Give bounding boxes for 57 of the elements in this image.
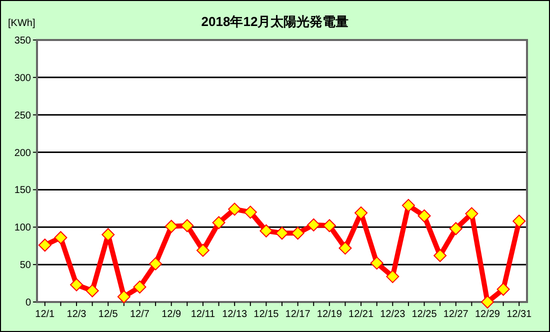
y-tick-label: 350 bbox=[14, 36, 32, 46]
x-tick-label: 12/15 bbox=[254, 309, 280, 320]
y-tick-label: 50 bbox=[20, 260, 32, 272]
point bbox=[54, 231, 68, 244]
point bbox=[228, 202, 242, 216]
chart-title: 2018年12月太陽光発電量 bbox=[201, 14, 349, 29]
point bbox=[276, 226, 288, 240]
x-tick-label: 12/27 bbox=[443, 309, 469, 320]
point bbox=[291, 226, 304, 240]
x-tick-label: 12/23 bbox=[380, 309, 406, 320]
point bbox=[149, 257, 162, 270]
point bbox=[196, 244, 210, 257]
point bbox=[512, 214, 526, 228]
point bbox=[133, 280, 146, 294]
point bbox=[164, 220, 178, 233]
x-tick-label: 12/21 bbox=[348, 309, 374, 320]
x-tick-label: 12/3 bbox=[66, 309, 87, 320]
x-tick-label: 12/19 bbox=[316, 309, 342, 320]
y-tick-label: 250 bbox=[14, 110, 32, 122]
x-tick-label: 12/7 bbox=[130, 309, 150, 320]
x-tick-label: 12/17 bbox=[285, 309, 311, 320]
x-tick-label: 12/29 bbox=[474, 309, 500, 320]
x-tick-label: 12/31 bbox=[506, 309, 532, 320]
y-tick-label: 150 bbox=[14, 185, 32, 196]
point bbox=[354, 206, 368, 220]
point bbox=[338, 242, 352, 255]
point bbox=[480, 296, 494, 308]
point bbox=[496, 282, 510, 296]
point bbox=[180, 219, 194, 232]
point bbox=[307, 218, 320, 232]
point bbox=[434, 249, 447, 262]
x-tick-label: 12/1 bbox=[35, 309, 56, 320]
x-tick-label: 12/9 bbox=[162, 309, 182, 320]
point bbox=[386, 270, 400, 284]
point bbox=[370, 256, 384, 270]
x-tick-label: 12/25 bbox=[412, 309, 438, 320]
point bbox=[38, 238, 52, 252]
x-tick-label: 12/5 bbox=[98, 309, 118, 320]
y-tick-label: 200 bbox=[14, 148, 32, 159]
y-axis-title: [KWh] bbox=[8, 18, 36, 29]
y-tick-label: 300 bbox=[14, 72, 32, 84]
x-tick-label: 12/13 bbox=[222, 309, 248, 320]
y-tick-label: 100 bbox=[14, 222, 32, 234]
x-tick-label: 12/11 bbox=[190, 309, 216, 320]
point bbox=[402, 198, 415, 212]
point bbox=[465, 207, 478, 220]
point bbox=[212, 216, 226, 230]
point bbox=[244, 206, 257, 219]
point bbox=[260, 224, 273, 238]
point bbox=[449, 222, 462, 236]
point bbox=[102, 228, 115, 242]
point bbox=[70, 278, 84, 292]
y-tick-label: 0 bbox=[25, 298, 32, 308]
point bbox=[117, 290, 130, 304]
point bbox=[322, 219, 336, 232]
point bbox=[418, 209, 431, 222]
point bbox=[86, 284, 99, 298]
